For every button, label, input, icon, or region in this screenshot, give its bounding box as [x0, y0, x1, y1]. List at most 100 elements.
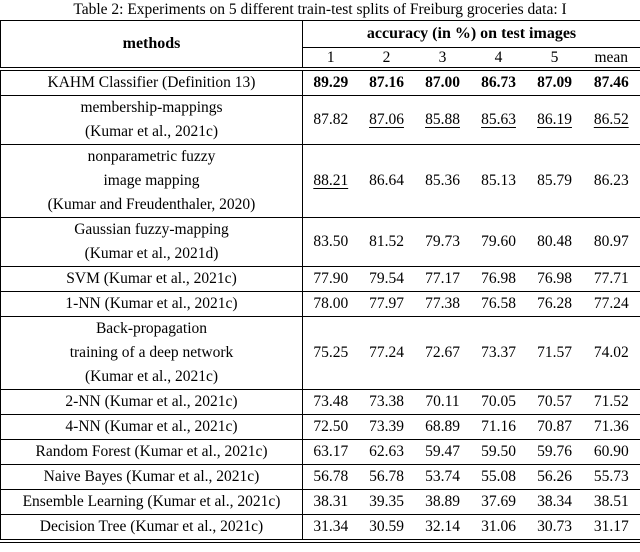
method-cell: Random Forest (Kumar et al., 2021c)	[0, 439, 303, 465]
accuracy-value: 76.58	[470, 291, 527, 317]
accuracy-value: 89.29	[302, 69, 359, 96]
method-cell: 2-NN (Kumar et al., 2021c)	[0, 389, 303, 415]
split-column-header-3: 3	[414, 47, 471, 71]
split-header-row: 1 2 3 4 5 mean	[1, 47, 640, 71]
methods-column-header: methods	[0, 20, 303, 71]
accuracy-value: 70.87	[526, 414, 583, 440]
method-cell: nonparametric fuzzy image mapping (Kumar a…	[0, 144, 303, 218]
accuracy-value: 87.46	[582, 69, 640, 96]
accuracy-value: 76.98	[470, 266, 527, 292]
accuracy-value: 37.69	[470, 489, 527, 515]
accuracy-value: 60.90	[582, 439, 640, 465]
method-name-line: Random Forest (Kumar et al., 2021c)	[35, 443, 268, 460]
method-name-line: SVM (Kumar et al., 2021c)	[66, 270, 237, 287]
accuracy-value: 62.63	[358, 439, 415, 465]
accuracy-value: 55.73	[582, 464, 640, 490]
accuracy-value: 85.36	[414, 144, 471, 218]
accuracy-value: 68.89	[414, 414, 471, 440]
accuracy-value: 85.88	[414, 95, 471, 145]
accuracy-value: 53.74	[414, 464, 471, 490]
accuracy-value: 71.16	[470, 414, 527, 440]
accuracy-value: 38.31	[302, 489, 359, 515]
method-name-line: Naive Bayes (Kumar et al., 2021c)	[43, 468, 260, 485]
accuracy-value: 73.39	[358, 414, 415, 440]
method-name-line: KAHM Classifier (Definition 13)	[47, 74, 256, 91]
accuracy-value: 72.67	[414, 316, 471, 390]
accuracy-value: 73.48	[302, 389, 359, 415]
method-name-line: nonparametric fuzzy	[87, 148, 216, 165]
accuracy-value: 55.08	[470, 464, 527, 490]
method-name-line: Back-propagation	[95, 320, 208, 337]
accuracy-value: 80.48	[526, 217, 583, 267]
table-row: Random Forest (Kumar et al., 2021c) 63.17…	[0, 439, 640, 465]
split-column-header-2: 2	[358, 47, 415, 71]
method-name-line: 4-NN (Kumar et al., 2021c)	[65, 418, 238, 435]
accuracy-value: 38.89	[414, 489, 471, 515]
accuracy-value: 77.24	[582, 291, 640, 317]
accuracy-value: 78.00	[302, 291, 359, 317]
table-row: Naive Bayes (Kumar et al., 2021c) 56.78 56…	[0, 464, 640, 490]
table-row: SVM (Kumar et al., 2021c) 77.90 79.54 77.17…	[0, 266, 640, 292]
method-name-line: membership-mappings	[80, 99, 223, 116]
accuracy-value: 71.57	[526, 316, 583, 390]
accuracy-value: 77.24	[358, 316, 415, 390]
accuracy-value: 77.90	[302, 266, 359, 292]
method-cell: Gaussian fuzzy-mapping (Kumar et al., 202…	[0, 217, 303, 267]
method-name-line: 2-NN (Kumar et al., 2021c)	[65, 393, 238, 410]
table-row: KAHM Classifier (Definition 13) 89.29 87.1…	[0, 69, 640, 96]
accuracy-value: 87.09	[526, 69, 583, 96]
accuracy-value: 87.06	[358, 95, 415, 145]
accuracy-value: 70.57	[526, 389, 583, 415]
table-row: 4-NN (Kumar et al., 2021c) 72.50 73.39 68.8…	[0, 414, 640, 440]
split-column-header-mean: mean	[582, 47, 640, 71]
accuracy-value: 86.64	[358, 144, 415, 218]
table-row: Gaussian fuzzy-mapping (Kumar et al., 202…	[0, 217, 640, 267]
method-cell: Ensemble Learning (Kumar et al., 2021c)	[0, 489, 303, 515]
method-cell: 1-NN (Kumar et al., 2021c)	[0, 291, 303, 317]
accuracy-value: 56.78	[302, 464, 359, 490]
accuracy-value: 83.50	[302, 217, 359, 267]
accuracy-value: 74.02	[582, 316, 640, 390]
accuracy-value: 59.76	[526, 439, 583, 465]
table-row: nonparametric fuzzy image mapping (Kumar a…	[0, 144, 640, 218]
accuracy-value: 31.17	[582, 514, 640, 542]
accuracy-value: 87.82	[302, 95, 359, 145]
accuracy-value: 88.21	[302, 144, 359, 218]
accuracy-value: 59.50	[470, 439, 527, 465]
accuracy-value: 30.73	[526, 514, 583, 542]
accuracy-value: 85.63	[470, 95, 527, 145]
method-name-line: (Kumar et al., 2021c)	[85, 368, 218, 385]
accuracy-value: 86.73	[470, 69, 527, 96]
accuracy-value: 39.35	[358, 489, 415, 515]
results-table: methods accuracy (in %) on test images 1…	[0, 20, 640, 543]
table-caption: Table 2: Experiments on 5 different trai…	[73, 1, 567, 18]
method-name-line: 1-NN (Kumar et al., 2021c)	[65, 295, 238, 312]
accuracy-value: 73.38	[358, 389, 415, 415]
accuracy-value: 85.79	[526, 144, 583, 218]
table-row: membership-mappings (Kumar et al., 2021c)…	[0, 95, 640, 145]
header-row: methods accuracy (in %) on test images	[0, 20, 640, 71]
accuracy-value: 71.36	[582, 414, 640, 440]
accuracy-value: 77.17	[414, 266, 471, 292]
method-name-line: (Kumar et al., 2021d)	[84, 245, 219, 262]
accuracy-value: 86.19	[526, 95, 583, 145]
method-name-line: image mapping	[103, 172, 200, 189]
method-cell: KAHM Classifier (Definition 13)	[0, 69, 303, 96]
accuracy-value: 76.98	[526, 266, 583, 292]
accuracy-value: 31.34	[302, 514, 359, 542]
accuracy-value: 72.50	[302, 414, 359, 440]
accuracy-value: 32.14	[414, 514, 471, 542]
method-name-line: Decision Tree (Kumar et al., 2021c)	[39, 518, 264, 535]
accuracy-value: 31.06	[470, 514, 527, 542]
accuracy-value: 77.97	[358, 291, 415, 317]
method-cell: 4-NN (Kumar et al., 2021c)	[0, 414, 303, 440]
method-name-line: Gaussian fuzzy-mapping	[74, 221, 229, 238]
accuracy-value: 70.05	[470, 389, 527, 415]
accuracy-value: 71.52	[582, 389, 640, 415]
accuracy-value: 79.54	[358, 266, 415, 292]
accuracy-value: 77.38	[414, 291, 471, 317]
accuracy-value: 85.13	[470, 144, 527, 218]
accuracy-value: 86.52	[582, 95, 640, 145]
accuracy-value: 75.25	[302, 316, 359, 390]
table-body: KAHM Classifier (Definition 13) 89.29 87.1…	[0, 69, 640, 542]
